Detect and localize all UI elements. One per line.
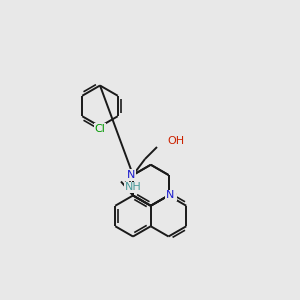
Text: O: O: [167, 190, 176, 200]
Text: N: N: [166, 190, 175, 200]
Text: NH: NH: [124, 182, 141, 193]
Text: N: N: [127, 170, 135, 180]
Text: OH: OH: [167, 136, 184, 146]
Text: Cl: Cl: [94, 124, 105, 134]
